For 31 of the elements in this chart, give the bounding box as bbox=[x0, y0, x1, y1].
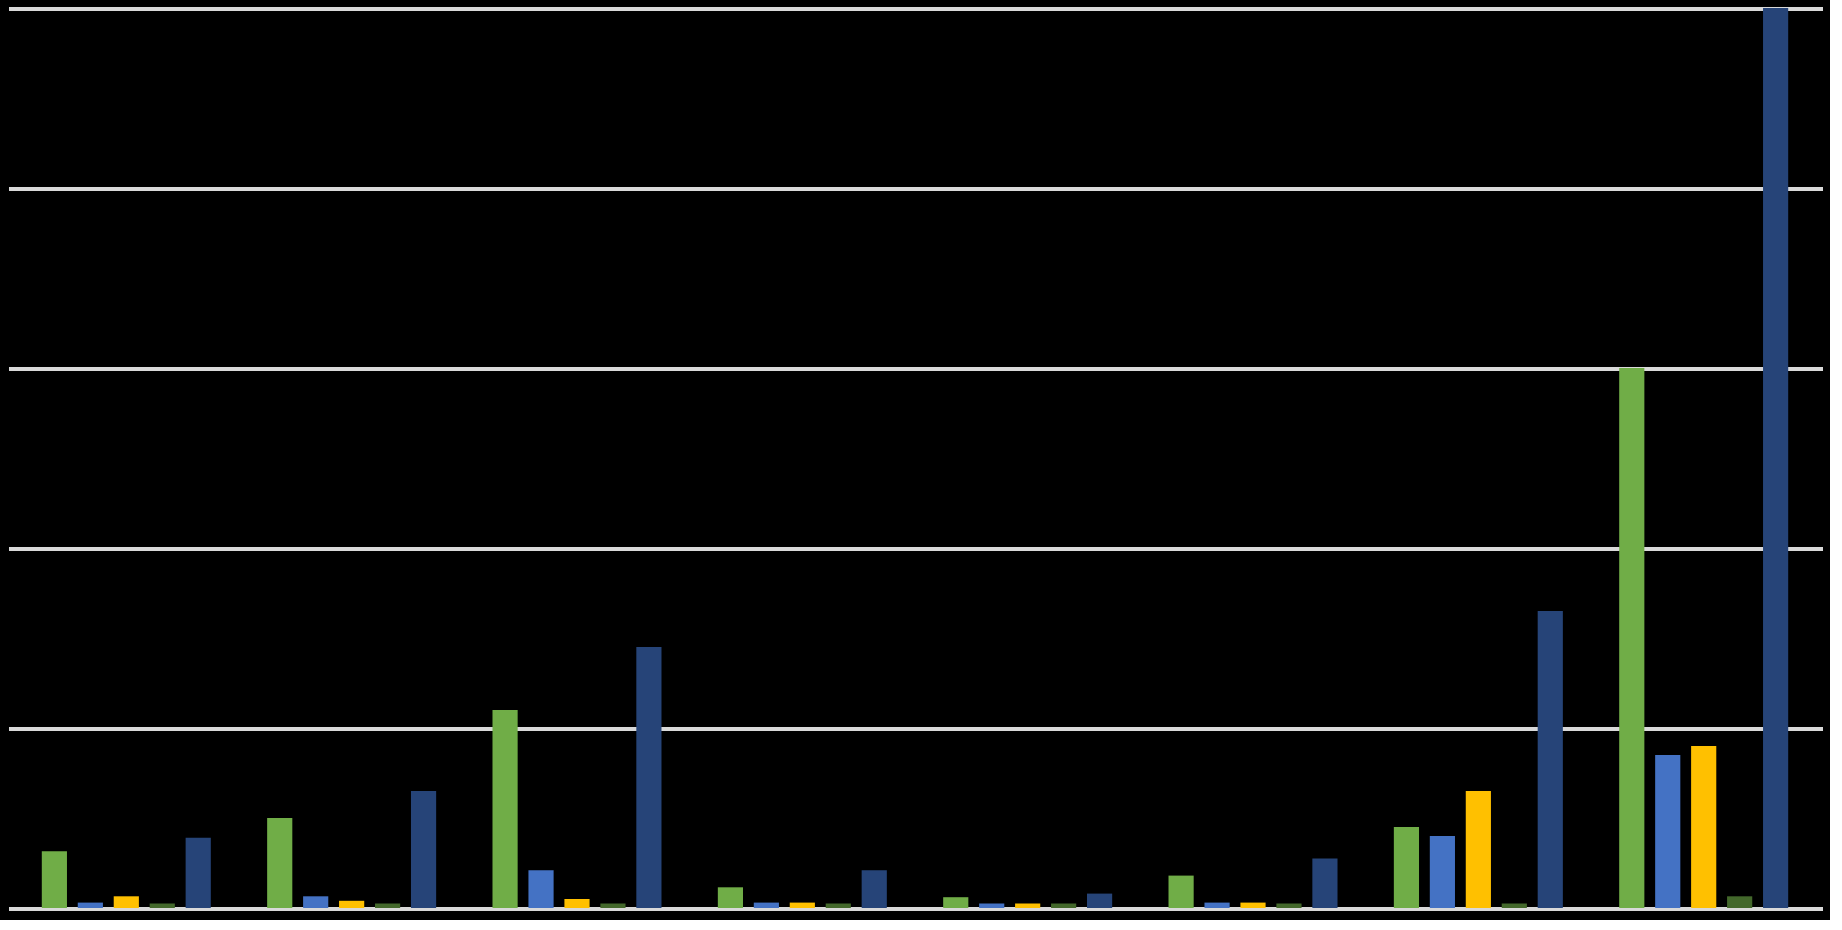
bar bbox=[1393, 827, 1420, 908]
bar bbox=[1204, 902, 1230, 908]
bar bbox=[528, 870, 554, 908]
bar bbox=[1763, 8, 1789, 908]
bar bbox=[789, 902, 815, 908]
bar bbox=[339, 900, 365, 908]
bar bbox=[267, 818, 293, 908]
bar bbox=[303, 896, 329, 908]
bar bbox=[185, 837, 211, 908]
bar bbox=[113, 896, 139, 908]
bar bbox=[717, 887, 743, 908]
bar bbox=[410, 791, 437, 908]
bar bbox=[1655, 755, 1681, 908]
bar bbox=[564, 899, 590, 908]
bar bbox=[1168, 875, 1194, 908]
bar bbox=[1087, 893, 1113, 908]
bar bbox=[492, 710, 518, 908]
bar bbox=[77, 902, 103, 908]
bar bbox=[861, 870, 887, 908]
bar bbox=[636, 647, 662, 908]
bar bbox=[1619, 368, 1645, 908]
bar bbox=[1240, 902, 1266, 908]
bar bbox=[943, 897, 969, 908]
bar bbox=[1429, 836, 1455, 908]
bar bbox=[1691, 746, 1717, 908]
bar bbox=[1312, 858, 1338, 908]
bar bbox=[1727, 896, 1753, 908]
bar bbox=[1465, 791, 1491, 908]
bar bbox=[41, 851, 67, 908]
bar bbox=[1537, 611, 1563, 908]
bar bbox=[753, 902, 779, 908]
